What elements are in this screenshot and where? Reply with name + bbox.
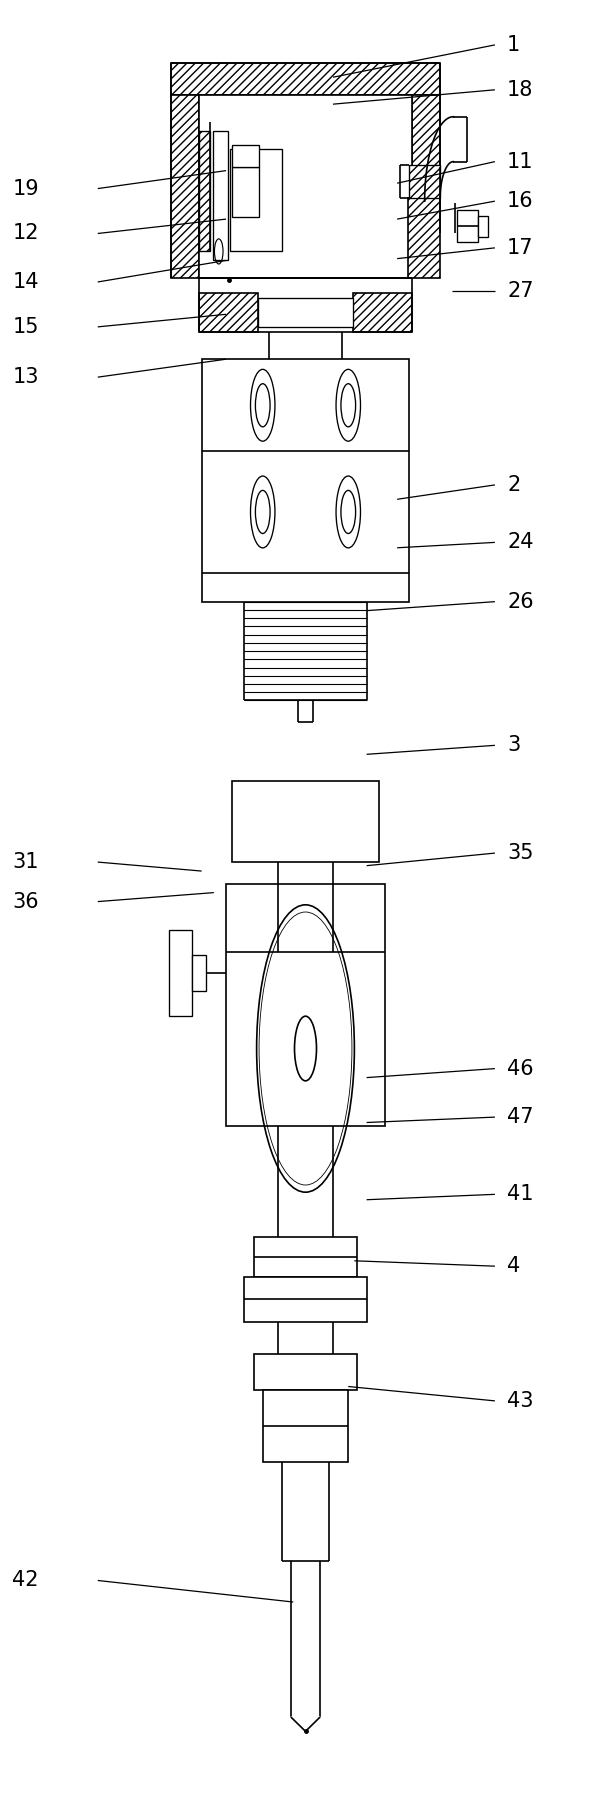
- Text: 35: 35: [507, 842, 533, 864]
- Polygon shape: [171, 63, 440, 95]
- Polygon shape: [353, 293, 412, 332]
- Text: 36: 36: [12, 891, 39, 912]
- Text: 2: 2: [507, 474, 521, 496]
- Polygon shape: [409, 165, 440, 198]
- Polygon shape: [412, 95, 440, 207]
- Polygon shape: [192, 955, 206, 991]
- Polygon shape: [478, 216, 488, 237]
- Text: 47: 47: [507, 1106, 533, 1128]
- Polygon shape: [254, 1237, 357, 1277]
- Polygon shape: [254, 1354, 357, 1390]
- Text: 26: 26: [507, 591, 534, 612]
- Polygon shape: [169, 930, 192, 1017]
- Text: 18: 18: [507, 79, 533, 101]
- Polygon shape: [263, 1390, 348, 1462]
- Text: 11: 11: [507, 151, 533, 172]
- Text: 17: 17: [507, 237, 533, 259]
- Text: 42: 42: [12, 1570, 38, 1591]
- Text: 13: 13: [12, 366, 38, 388]
- Polygon shape: [213, 131, 228, 260]
- Polygon shape: [230, 149, 282, 251]
- Polygon shape: [244, 1277, 367, 1322]
- Text: 19: 19: [12, 178, 39, 199]
- Polygon shape: [408, 198, 440, 278]
- Text: 46: 46: [507, 1058, 534, 1079]
- Polygon shape: [199, 293, 258, 332]
- Polygon shape: [391, 95, 412, 140]
- Polygon shape: [199, 131, 210, 251]
- Text: 41: 41: [507, 1184, 533, 1205]
- Text: 1: 1: [507, 34, 521, 56]
- Polygon shape: [232, 167, 259, 217]
- Polygon shape: [258, 298, 353, 327]
- Text: 12: 12: [12, 223, 38, 244]
- Text: 16: 16: [507, 190, 534, 212]
- Polygon shape: [202, 359, 409, 602]
- Polygon shape: [457, 210, 478, 242]
- Polygon shape: [171, 95, 199, 278]
- Text: 3: 3: [507, 735, 521, 756]
- Polygon shape: [232, 145, 259, 167]
- Polygon shape: [291, 1717, 320, 1731]
- Polygon shape: [226, 884, 385, 1126]
- Text: 31: 31: [12, 851, 38, 873]
- Text: 24: 24: [507, 532, 533, 553]
- Polygon shape: [232, 781, 379, 862]
- Text: 4: 4: [507, 1255, 521, 1277]
- Text: 43: 43: [507, 1390, 533, 1412]
- Text: 27: 27: [507, 280, 533, 302]
- Polygon shape: [199, 95, 412, 278]
- Polygon shape: [269, 95, 342, 110]
- Text: 14: 14: [12, 271, 38, 293]
- Text: 15: 15: [12, 316, 38, 338]
